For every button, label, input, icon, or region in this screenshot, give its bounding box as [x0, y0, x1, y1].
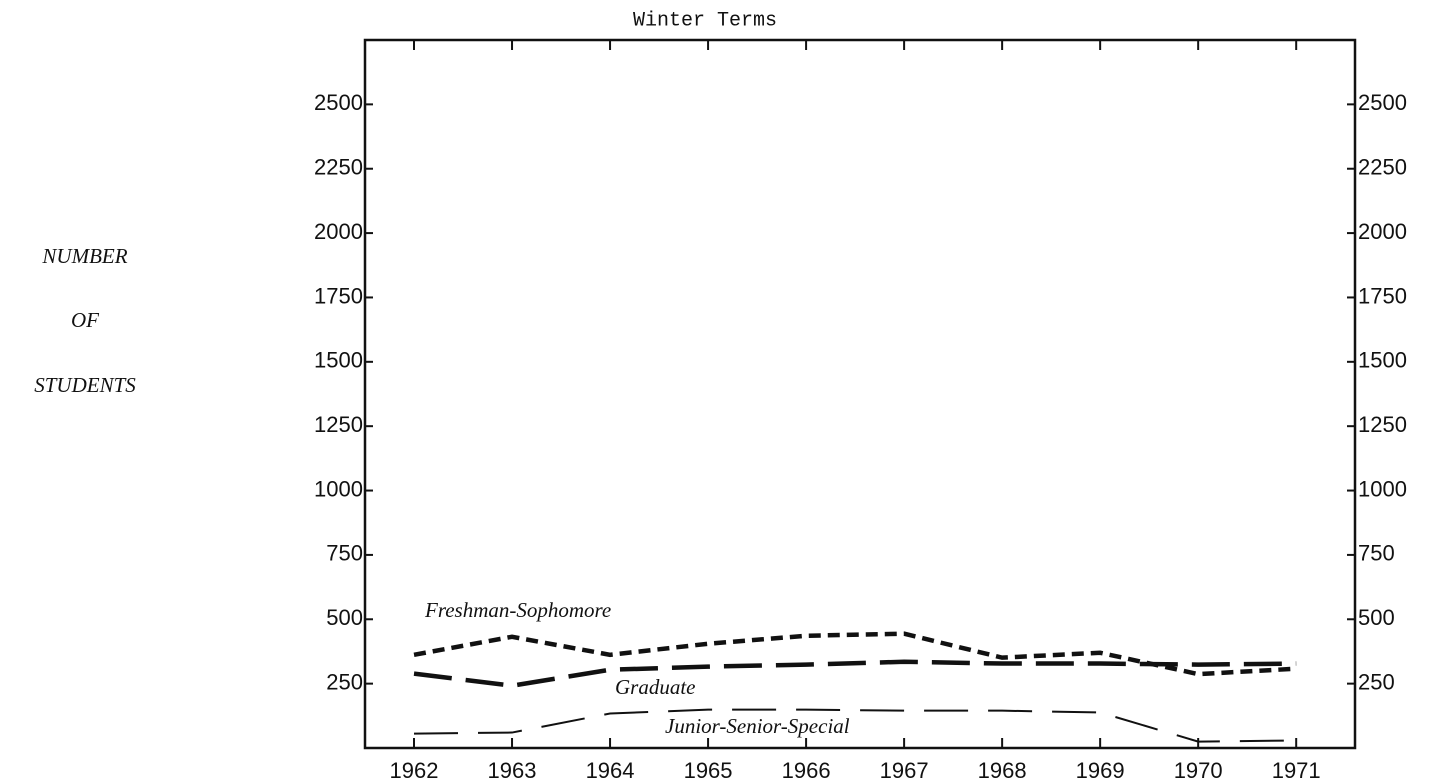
y-tick-label: 1500 [314, 348, 363, 373]
chart-title: Winter Terms [633, 9, 777, 32]
y-tick-label: 500 [326, 605, 363, 630]
y-tick-label: 750 [326, 541, 363, 566]
series-line [413, 659, 1297, 688]
x-tick-label: 1968 [978, 758, 1027, 783]
x-tick-label: 1966 [782, 758, 831, 783]
y2-tick-label: 1250 [1358, 412, 1407, 437]
y-axis-label: OF [71, 308, 99, 332]
y2-tick-label: 1500 [1358, 348, 1407, 373]
y2-tick-label: 750 [1358, 541, 1395, 566]
y2-tick-label: 500 [1358, 605, 1395, 630]
x-tick-label: 1970 [1174, 758, 1223, 783]
x-tick-label: 1962 [390, 758, 439, 783]
series-line [413, 631, 1297, 677]
plot-frame [363, 38, 1357, 750]
y-tick-label: 1000 [314, 476, 363, 501]
y-tick-label: 250 [326, 669, 363, 694]
y-axis-label: NUMBER [41, 244, 127, 268]
y2-tick-label: 2250 [1358, 155, 1407, 180]
x-tick-label: 1964 [586, 758, 635, 783]
y-tick-label: 2500 [314, 90, 363, 115]
series-label: Graduate [615, 675, 696, 699]
y2-tick-label: 250 [1358, 669, 1395, 694]
y2-tick-label: 2000 [1358, 219, 1407, 244]
y-tick-label: 1750 [314, 283, 363, 308]
y2-tick-label: 1000 [1358, 476, 1407, 501]
series-label: Junior-Senior-Special [665, 714, 850, 738]
x-tick-label: 1969 [1076, 758, 1125, 783]
x-tick-label: 1963 [488, 758, 537, 783]
y2-tick-label: 1750 [1358, 283, 1407, 308]
x-tick-label: 1967 [880, 758, 929, 783]
y-tick-label: 2250 [314, 155, 363, 180]
x-tick-label: 1971 [1272, 758, 1321, 783]
series-label: Freshman-Sophomore [424, 598, 611, 622]
y2-tick-label: 2500 [1358, 90, 1407, 115]
y-tick-label: 2000 [314, 219, 363, 244]
x-tick-label: 1965 [684, 758, 733, 783]
y-axis-label: STUDENTS [34, 373, 136, 397]
series-line [413, 708, 1297, 743]
y-tick-label: 1250 [314, 412, 363, 437]
